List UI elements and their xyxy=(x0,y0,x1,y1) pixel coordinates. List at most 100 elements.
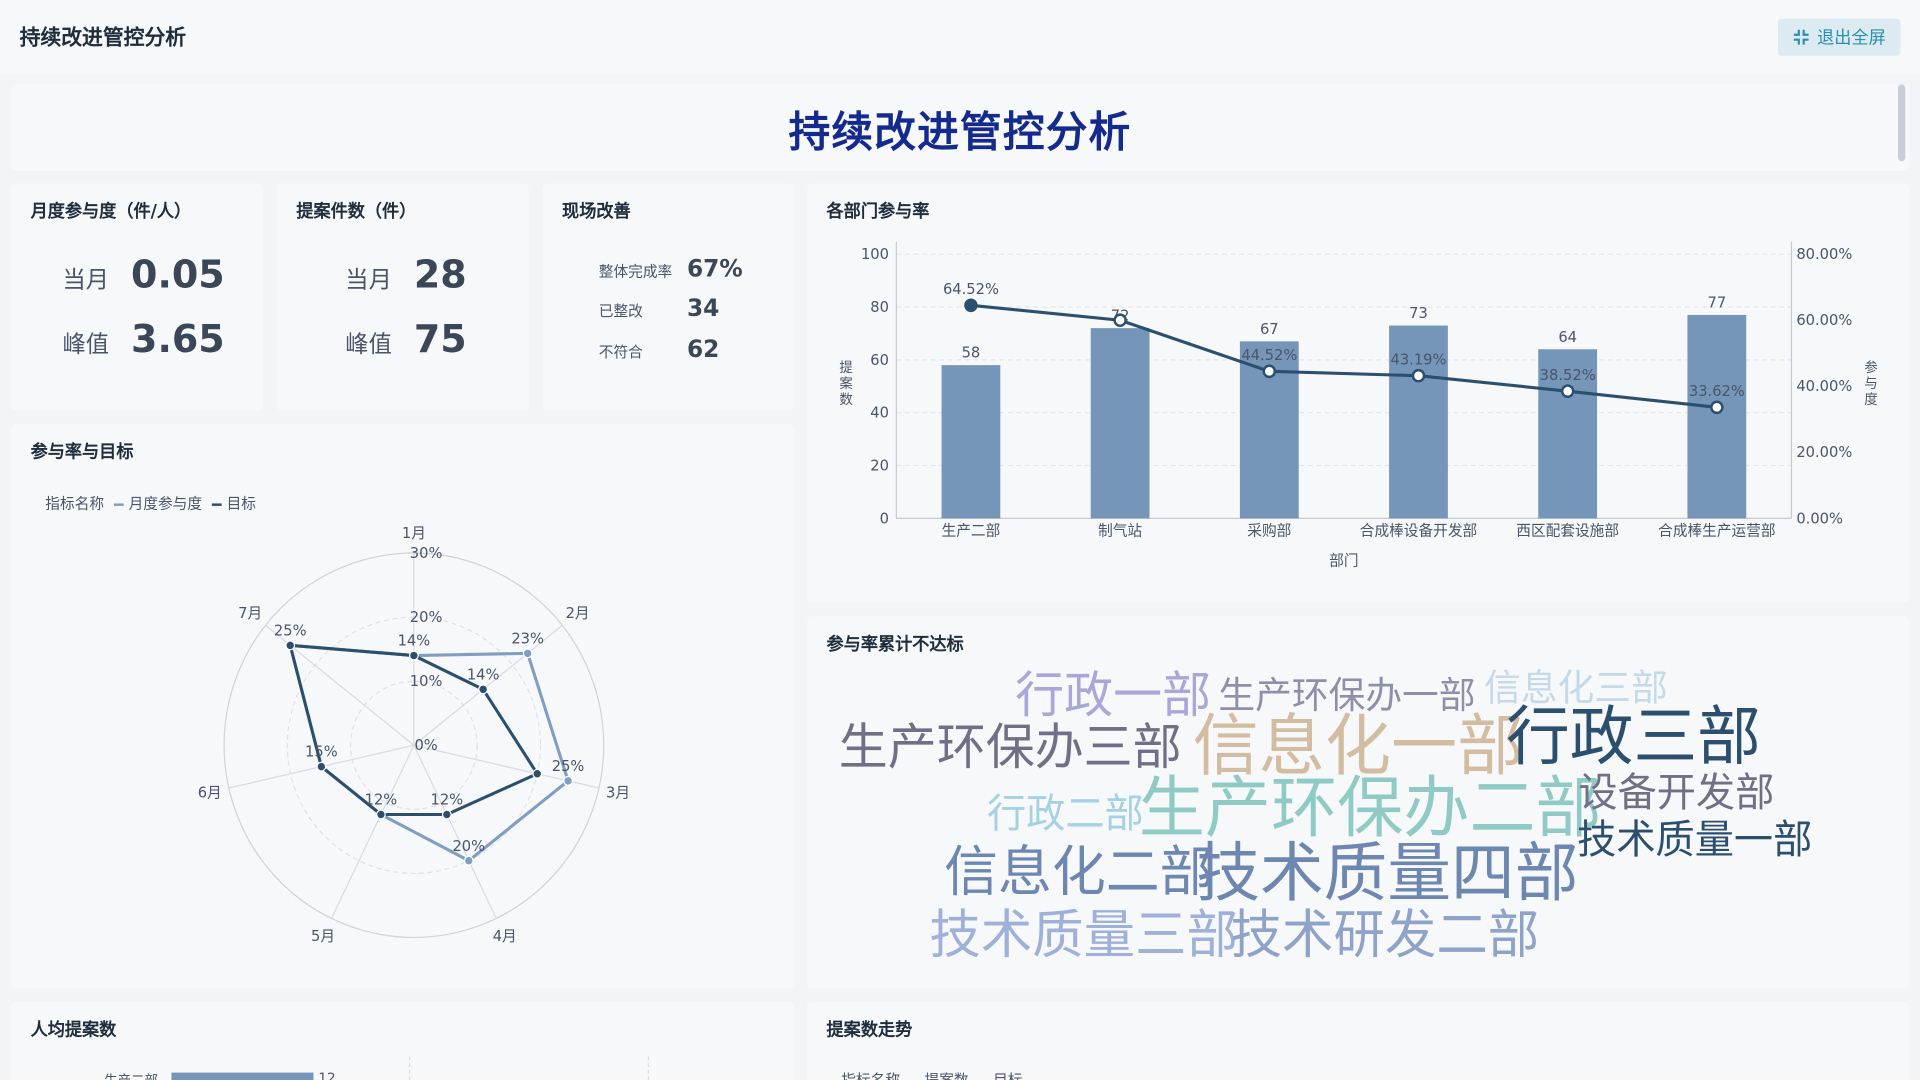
banner: 持续改进管控分析 xyxy=(11,84,1909,172)
y2-tick-label: 80.00% xyxy=(1796,246,1852,263)
dept-bar-line-chart: 0 20 40 60 80 100 0.00% 20.00% 40.00% 60.00% 80.00… xyxy=(839,241,1878,569)
cloud-word[interactable]: 生产环保办一部 xyxy=(1218,674,1476,718)
cloud-word[interactable]: 信息化一部 xyxy=(1192,706,1524,785)
cloud-word[interactable]: 生产环保办二部 xyxy=(1138,768,1602,847)
site-row: 整体完成率 67% xyxy=(599,255,743,282)
kpi-current-row: 当月 28 xyxy=(345,253,466,298)
y-tick-label: 80 xyxy=(870,299,889,316)
site-value: 67% xyxy=(686,255,743,283)
cloud-word[interactable]: 行政三部 xyxy=(1506,700,1761,775)
x-axis-title: 部门 xyxy=(1329,552,1358,569)
line-point xyxy=(964,298,978,313)
radar-data-label: 14% xyxy=(467,666,500,683)
app-title: 持续改进管控分析 xyxy=(19,26,187,51)
cloud-word[interactable]: 设备开发部 xyxy=(1578,768,1775,816)
radar-point xyxy=(441,809,452,820)
legend-item-target[interactable]: 目标 xyxy=(978,1069,1023,1080)
radar-axis-label: 6月 xyxy=(198,784,222,801)
scrollbar[interactable] xyxy=(1897,84,1906,162)
cloud-word[interactable]: 行政一部 xyxy=(1015,667,1212,725)
cloud-word[interactable]: 信息化三部 xyxy=(1484,667,1668,711)
radar-ring xyxy=(350,680,478,810)
y-tick-label: 20 xyxy=(870,457,889,474)
x-tick-label: 西区配套设施部 xyxy=(1516,523,1619,540)
kpi-current-row: 当月 0.05 xyxy=(62,253,224,298)
radar-data-label: 23% xyxy=(511,630,544,647)
radar-axis-label: 4月 xyxy=(493,928,517,945)
legend-item-proposals[interactable]: 提案数 xyxy=(909,1069,969,1080)
kpi-current-label: 当月 xyxy=(345,266,392,294)
y-tick-label: 60 xyxy=(870,352,889,369)
y-axis-title: 数 xyxy=(839,392,853,408)
grid-line xyxy=(408,1056,411,1080)
site-row: 不符合 62 xyxy=(599,336,720,363)
radar-data-label: 12% xyxy=(365,792,398,809)
card-title: 提案件数（件） xyxy=(296,202,417,222)
radar-tick-label: 30% xyxy=(410,545,443,562)
radar-data-label: 20% xyxy=(452,838,485,855)
radar-point xyxy=(463,855,474,866)
bar xyxy=(941,365,1001,519)
radar-axis-label: 3月 xyxy=(606,784,630,801)
y-tick-label: 40 xyxy=(870,405,889,422)
bar-value-label: 67 xyxy=(1260,321,1279,338)
radar-point xyxy=(563,775,573,786)
site-row: 已整改 34 xyxy=(599,295,720,322)
radar-tick-label: 20% xyxy=(410,609,443,626)
y-tick-label: 0 xyxy=(880,510,889,527)
dept-participation-card: 各部门参与率 0 20 40 60 80 100 0.00% 20.00% 40.00% 60.0… xyxy=(806,183,1909,603)
line-point xyxy=(1560,384,1575,398)
bar-value-label: 77 xyxy=(1708,294,1727,311)
y2-axis-title: 参 xyxy=(1864,359,1878,376)
bar xyxy=(1090,328,1150,519)
kpi-current-value: 0.05 xyxy=(131,252,225,298)
cloud-word[interactable]: 技术质量四部 xyxy=(1196,837,1579,912)
line-value-label: 33.62% xyxy=(1689,383,1745,400)
kpi-peak-label: 峰值 xyxy=(345,331,392,359)
radar-spoke xyxy=(330,744,415,919)
line-point xyxy=(1411,368,1426,383)
card-title: 现场改善 xyxy=(562,202,631,222)
cloud-word[interactable]: 信息化二部 xyxy=(944,840,1214,904)
legend-item-series[interactable]: 月度参与度 xyxy=(113,492,203,513)
cloud-word[interactable]: 技术质量三部 xyxy=(929,903,1238,965)
line-value-label: 44.52% xyxy=(1241,347,1297,364)
cloud-word[interactable]: 技术质量一部 xyxy=(1577,815,1813,864)
radar-data-label: 25% xyxy=(552,758,585,775)
trend-legend: 指标名称 提案数 目标 xyxy=(841,1069,1023,1080)
legend-item-target[interactable]: 目标 xyxy=(211,492,256,513)
radar-spoke xyxy=(413,744,497,919)
site-label: 已整改 xyxy=(598,302,643,320)
grid-line xyxy=(647,1056,649,1080)
exit-fullscreen-label: 退出全屏 xyxy=(1817,28,1886,49)
line-point xyxy=(1113,313,1127,328)
line-value-label: 38.52% xyxy=(1540,367,1596,384)
cloud-word[interactable]: 生产环保办三部 xyxy=(838,719,1182,777)
kpi-current-value: 28 xyxy=(413,252,467,298)
line-point xyxy=(1262,364,1277,379)
kpi-site-card: 现场改善 整体完成率 67% 已整改 34 不符合 62 xyxy=(542,183,795,411)
cloud-word[interactable]: 行政二部 xyxy=(986,789,1144,837)
legend-label: 目标 xyxy=(993,1071,1022,1080)
participation-line xyxy=(970,303,1718,409)
per-capita-card: 人均提案数 生产二部 12 xyxy=(11,1001,795,1080)
radar-point xyxy=(408,650,419,661)
radar-tick-label: 10% xyxy=(410,673,443,690)
legend-title: 指标名称 xyxy=(45,494,105,513)
radar-spoke xyxy=(413,624,563,746)
radar-chart: 1月 2月 3月 4月 5月 6月 7月 0% 10% 20% 30% 14% 23% 25% 20% 12%… xyxy=(198,525,630,945)
kpi-current-label: 当月 xyxy=(62,266,109,294)
line-point xyxy=(1710,400,1724,415)
radar-legend: 指标名称 月度参与度 目标 xyxy=(45,492,256,513)
site-label: 整体完成率 xyxy=(598,262,673,281)
y-tick-label: 100 xyxy=(861,246,889,263)
y2-tick-label: 60.00% xyxy=(1796,312,1852,329)
legend-label: 月度参与度 xyxy=(128,494,203,513)
radar-axis-label: 5月 xyxy=(311,928,335,945)
exit-fullscreen-button[interactable]: 退出全屏 xyxy=(1777,18,1901,56)
kpi-proposals-card: 提案件数（件） 当月 28 峰值 75 xyxy=(276,183,529,411)
bar-value-label: 58 xyxy=(962,345,981,362)
x-tick-label: 合成棒生产运营部 xyxy=(1658,523,1775,540)
cloud-word[interactable]: 技术研发二部 xyxy=(1230,903,1540,965)
per-capita-bar xyxy=(171,1072,314,1080)
